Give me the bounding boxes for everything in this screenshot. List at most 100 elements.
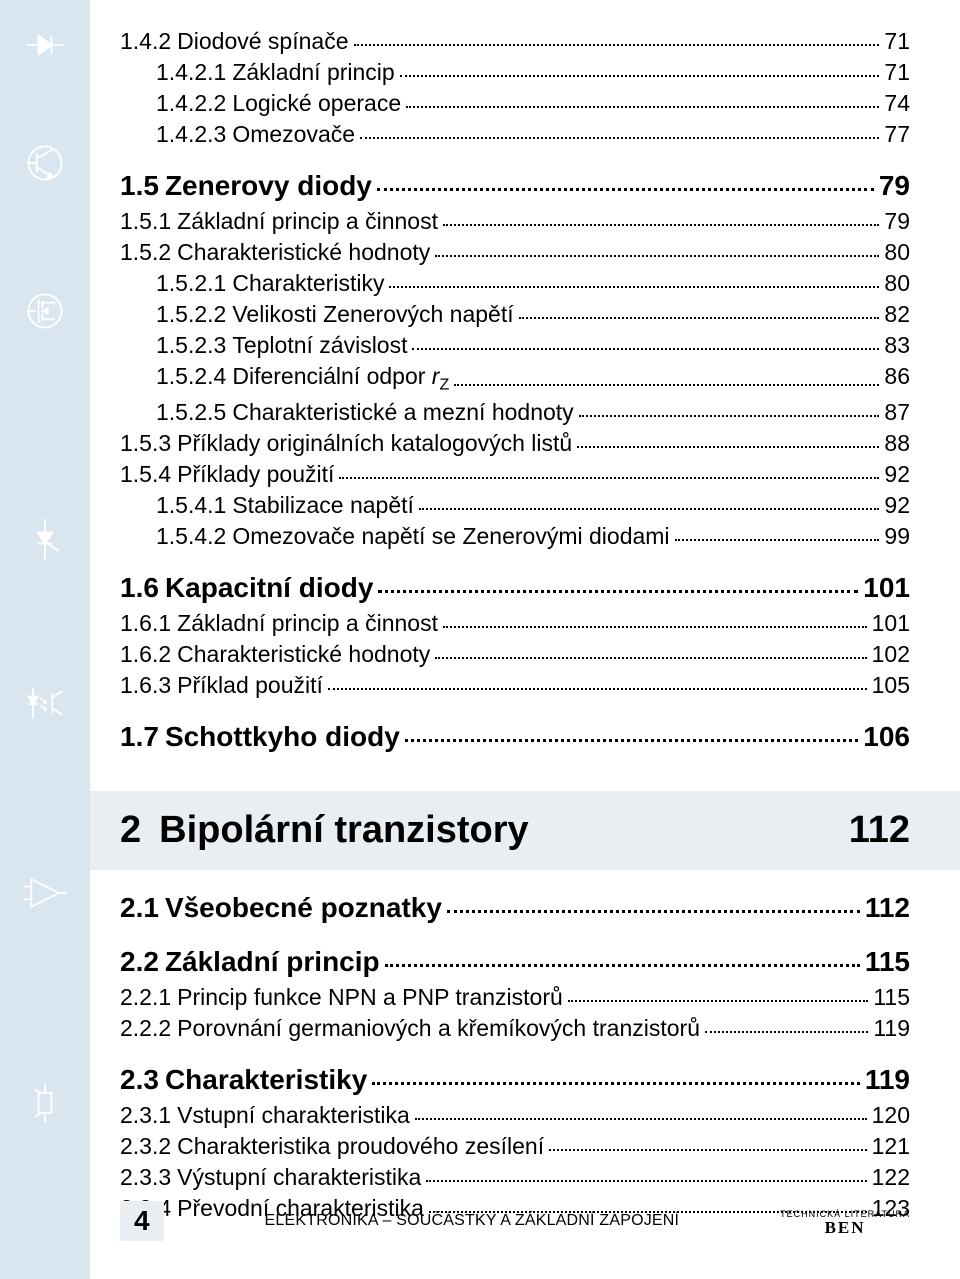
toc-page: 80 [884, 270, 910, 297]
toc-title: Příklad použití [177, 672, 323, 699]
footer-title: ELEKTRONIKA – SOUČÁSTKY A ZÁKLADNÍ ZAPOJ… [164, 1212, 781, 1230]
toc-page: 92 [884, 492, 910, 519]
toc-number: 1.5.2.3 [156, 332, 226, 359]
toc-entry: 1.6.3Příklad použití 105 [120, 672, 910, 699]
toc-title: Výstupní charakteristika [177, 1164, 421, 1191]
optocoupler-icon [22, 680, 68, 726]
toc-entry: 2.3.1Vstupní charakteristika 120 [120, 1102, 910, 1129]
toc-page: 80 [884, 239, 910, 266]
toc-leader [519, 317, 880, 319]
toc-leader [675, 539, 880, 541]
sidebar [0, 0, 90, 1279]
toc-number: 1.5.2 [120, 239, 171, 266]
toc-page: 115 [865, 946, 910, 978]
toc-leader [389, 286, 879, 288]
toc-number: 1.5 [120, 170, 159, 202]
toc-page: 112 [865, 892, 910, 924]
toc-entry: 1.6.2Charakteristické hodnoty 102 [120, 641, 910, 668]
toc-number: 1.5.4.1 [156, 492, 226, 519]
toc-leader [577, 446, 879, 448]
toc-title: Charakteristické hodnoty [177, 641, 430, 668]
toc-title: Základní princip a činnost [177, 208, 438, 235]
toc-leader [354, 44, 880, 46]
toc-number: 2.2 [120, 946, 159, 978]
toc-number: 1.6.2 [120, 641, 171, 668]
thyristor-icon [22, 516, 68, 562]
toc-entry: 2.2.2Porovnání germaniových a křemíkovýc… [120, 1015, 910, 1042]
toc-leader [377, 188, 874, 191]
toc-title: Kapacitní diody [165, 572, 373, 604]
toc-leader [579, 415, 880, 417]
toc-entry: 1.5.3Příklady originálních katalogových … [120, 430, 910, 457]
toc-number: 1.6 [120, 572, 159, 604]
toc-page: 79 [879, 170, 910, 202]
content-area: 1.4.2Diodové spínače711.4.2.1Základní pr… [90, 0, 960, 1279]
toc-title: Základní princip [165, 946, 380, 978]
toc-page: 102 [872, 641, 910, 668]
toc-number: 1.5.2.1 [156, 270, 226, 297]
toc-entry: 1.5.4.2Omezovače napětí se Zenerovými di… [120, 523, 910, 550]
toc-entry: 2.2.1Princip funkce NPN a PNP tranzistor… [120, 984, 910, 1011]
toc-page: 105 [872, 672, 910, 699]
toc-title: Příklady originálních katalogových listů [177, 430, 572, 457]
toc-leader [360, 137, 879, 139]
toc-entry: 2.3.3Výstupní charakteristika122 [120, 1164, 910, 1191]
toc-page: 120 [872, 1102, 910, 1129]
toc-entry: 1.5.2.2Velikosti Zenerových napětí82 [120, 301, 910, 328]
toc-page: 77 [884, 121, 910, 148]
toc-entry: 2.3Charakteristiky119 [120, 1064, 910, 1096]
toc-page: 88 [884, 430, 910, 457]
amplifier-icon [22, 870, 68, 916]
toc-leader [372, 1082, 860, 1085]
toc-number: 2.3.2 [120, 1133, 171, 1160]
toc-title: Základní princip [232, 59, 394, 86]
toc-entry: 1.4.2.2Logické operace74 [120, 90, 910, 117]
publisher-logo: TECHNICKÁ LITERATURA BEN [780, 1206, 910, 1236]
toc-leader [426, 1180, 866, 1182]
toc-page: 106 [863, 721, 910, 753]
toc-title: Stabilizace napětí [232, 492, 414, 519]
transistor-field-icon [22, 288, 68, 334]
toc-title: Příklady použití [177, 461, 334, 488]
toc-leader [447, 910, 860, 913]
toc-entry: 2.1Všeobecné poznatky112 [120, 892, 910, 924]
toc-title: Charakteristiky [232, 270, 384, 297]
page-number: 4 [120, 1201, 164, 1241]
page-footer: 4 ELEKTRONIKA – SOUČÁSTKY A ZÁKLADNÍ ZAP… [90, 1201, 960, 1241]
toc-entry: 1.5Zenerovy diody 79 [120, 170, 910, 202]
toc-title: Schottkyho diody [165, 721, 400, 753]
toc-title: Velikosti Zenerových napětí [232, 301, 513, 328]
toc-number: 1.4.2.3 [156, 121, 226, 148]
toc-title: Logické operace [232, 90, 401, 117]
toc-title: Zenerovy diody [165, 170, 372, 202]
toc-entry: 1.5.2.1Charakteristiky 80 [120, 270, 910, 297]
toc-leader [435, 657, 866, 659]
toc-number: 1.5.2.4 [156, 363, 226, 390]
toc-number: 1.6.3 [120, 672, 171, 699]
toc-leader [568, 1000, 869, 1002]
toc-title: Charakteristické hodnoty [177, 239, 430, 266]
toc-entry: 1.4.2.1Základní princip 71 [120, 59, 910, 86]
toc-entry: 1.5.1Základní princip a činnost 79 [120, 208, 910, 235]
toc-page: 86 [884, 363, 910, 390]
toc-number: 1.5.4 [120, 461, 171, 488]
toc-entry: 1.4.2.3Omezovače77 [120, 121, 910, 148]
toc-number: 1.4.2.1 [156, 59, 226, 86]
toc-entry: 1.6Kapacitní diody101 [120, 572, 910, 604]
toc-page: 71 [884, 59, 910, 86]
toc-leader [385, 964, 860, 967]
toc-page: 121 [872, 1133, 910, 1160]
resistor-icon [22, 1080, 68, 1126]
toc-number: 2.3.1 [120, 1102, 171, 1129]
toc-number: 1.5.1 [120, 208, 171, 235]
toc-page: 82 [884, 301, 910, 328]
toc-title: Vstupní charakteristika [177, 1102, 410, 1129]
toc-leader [443, 224, 879, 226]
toc-number: 1.4.2.2 [156, 90, 226, 117]
toc-entry: 2.2Základní princip 115 [120, 946, 910, 978]
toc-page: 99 [884, 523, 910, 550]
toc-number: 1.6.1 [120, 610, 171, 637]
toc-number: 2.1 [120, 892, 159, 924]
toc-title: Porovnání germaniových a křemíkových tra… [177, 1015, 700, 1042]
toc-page: 79 [884, 208, 910, 235]
